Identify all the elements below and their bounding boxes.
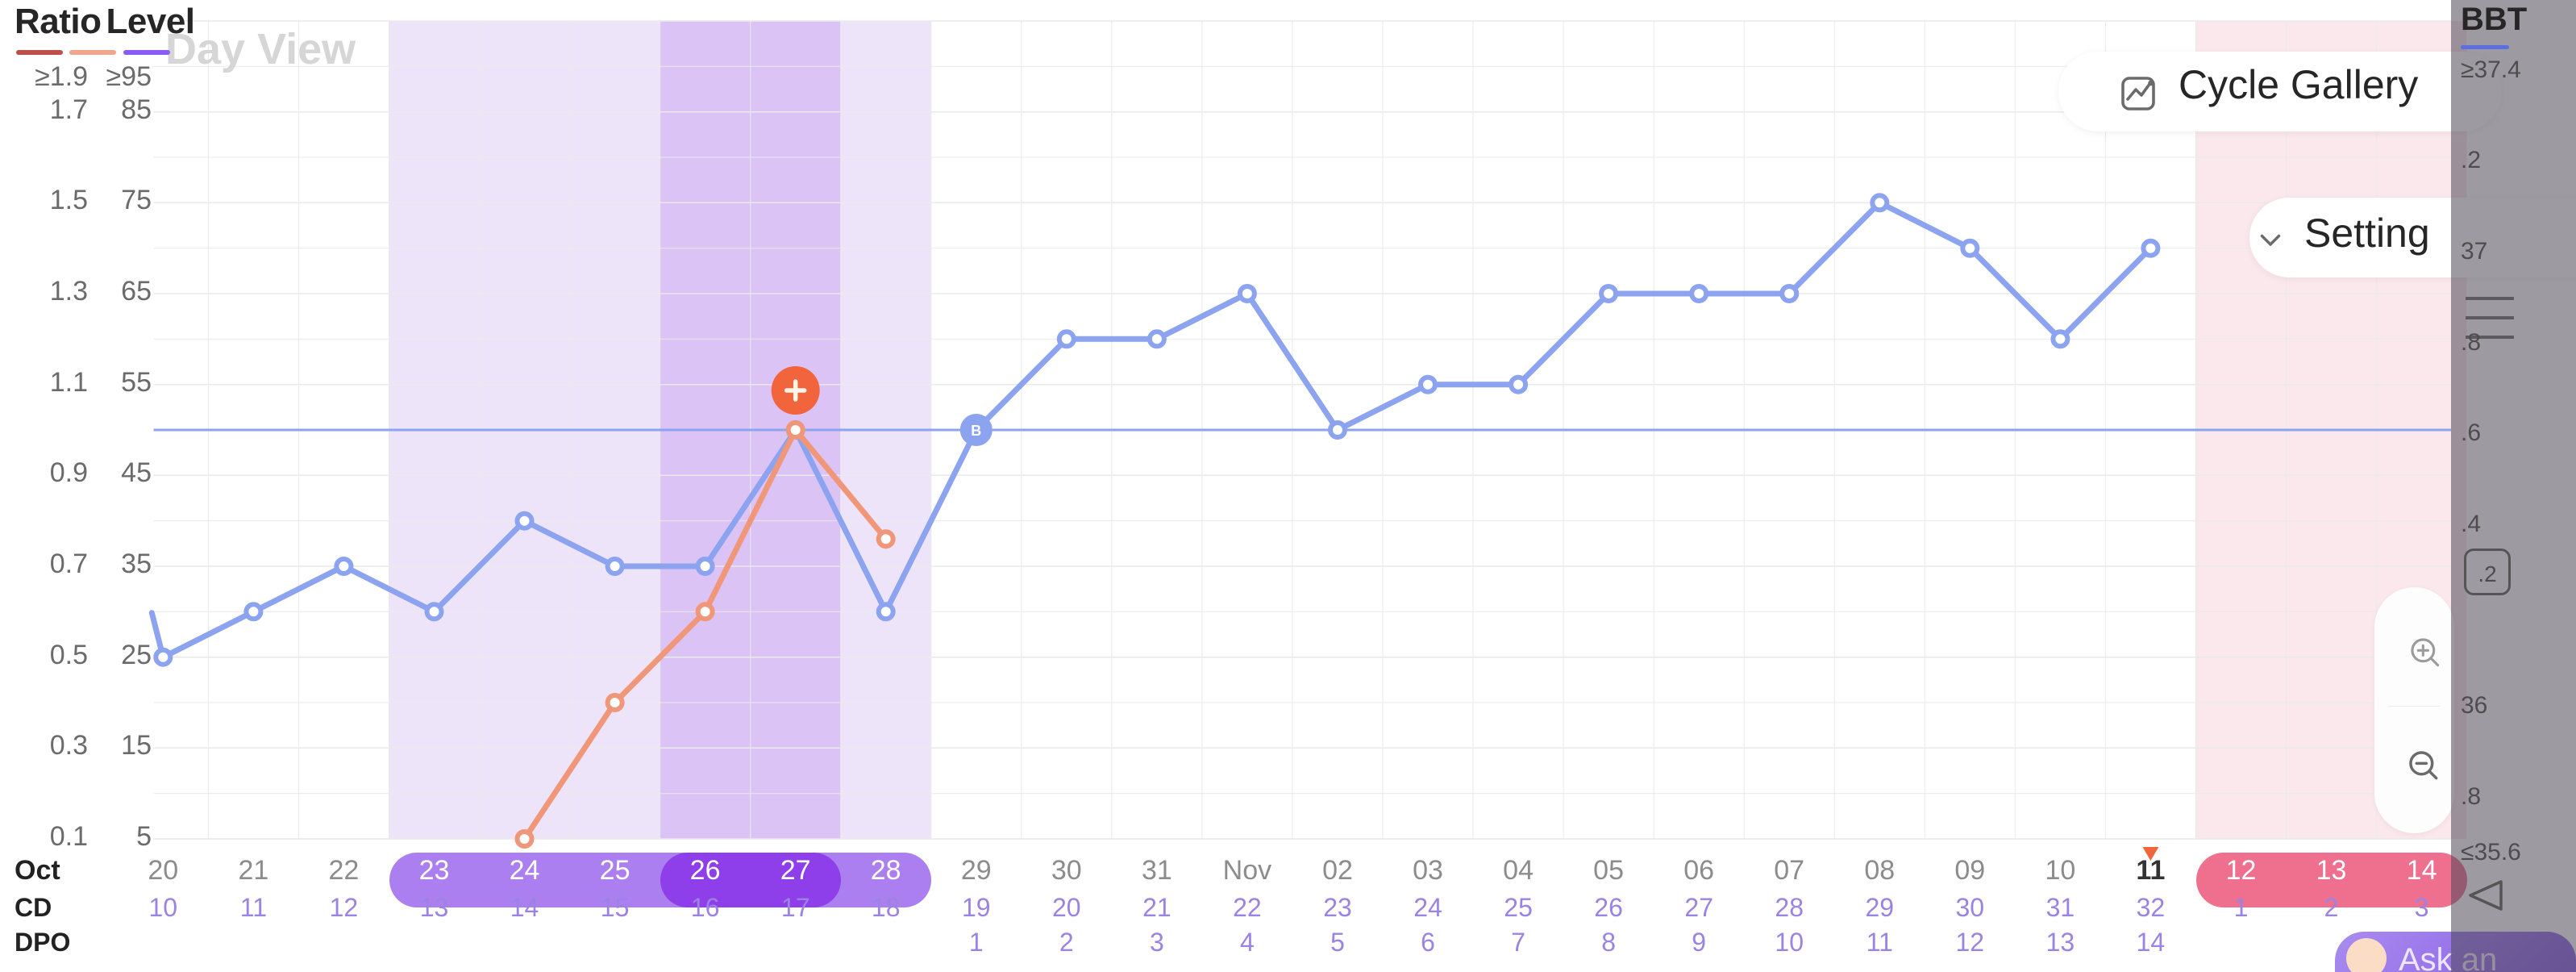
svg-text:B: B [971, 423, 981, 439]
